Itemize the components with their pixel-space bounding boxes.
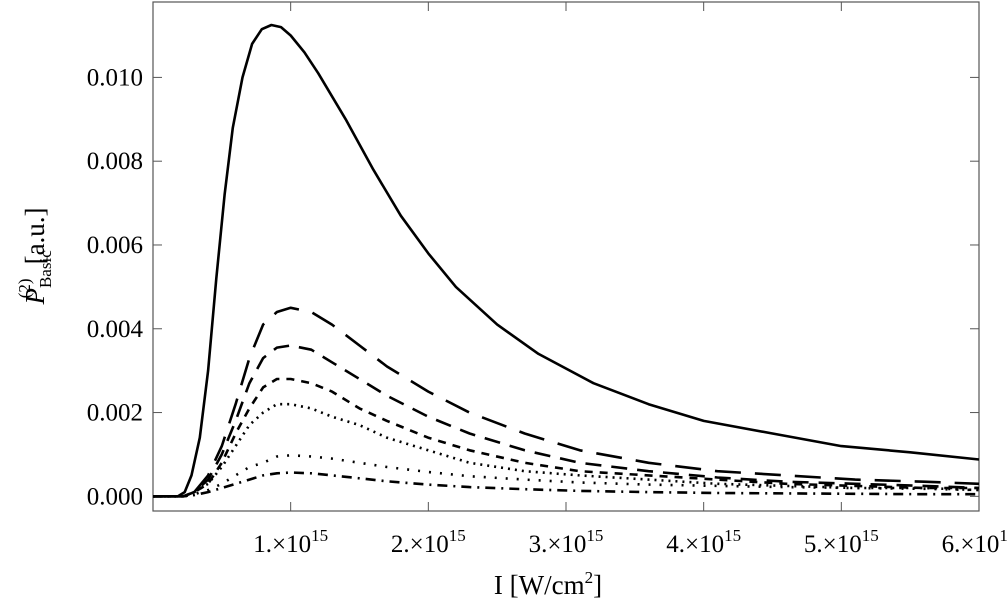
y-tick-label: 0.000 [87, 483, 143, 510]
x-tick-exponent: 15 [311, 526, 328, 545]
x-tick-label: 1.×1015 [253, 526, 328, 558]
x-axis-ticks: 1.×1015 2.×1015 3.×1015 4.×1015 5.×1015 6.×10… [253, 2, 1008, 558]
x-tick-label: 6.×1015 [942, 526, 1008, 558]
series-line-solid [153, 23, 980, 498]
x-axis-label: I [W/cm2] [494, 568, 602, 600]
y-tick-label: 0.006 [87, 232, 143, 259]
series-line-sparse-dot [153, 454, 980, 498]
y-tick-label: 0.008 [87, 148, 143, 175]
svg-text:PBasic(2)[a.u.]: PBasic(2) [a.u.] [15, 207, 55, 305]
x-tick-base: ×10 [823, 531, 862, 558]
y-axis-label: PBasic(2) [a.u.] [15, 207, 55, 305]
x-tick-label: 4.×1015 [666, 526, 741, 558]
y-tick-label: 0.004 [87, 316, 144, 343]
y-axis-label-sub: Basic [36, 250, 55, 288]
x-tick-base: ×10 [272, 531, 311, 558]
series-line-short-dash [153, 377, 979, 498]
series-line-long-dash [153, 306, 980, 498]
x-tick-base: ×10 [685, 531, 724, 558]
y-axis-label-symbol: P [20, 288, 50, 306]
series-line-dash-dot [153, 471, 979, 498]
x-tick-label: 3.×1015 [529, 526, 604, 558]
y-tick-label: 0.002 [87, 400, 143, 427]
x-axis-label-close: ] [593, 570, 602, 600]
x-tick-mantissa: 1. [253, 531, 272, 558]
x-axis-label-sup: 2 [585, 568, 594, 587]
x-axis-label-text: I [W/cm [494, 570, 585, 600]
x-tick-base: ×10 [547, 531, 586, 558]
x-tick-exponent: 15 [449, 526, 466, 545]
series-group [153, 23, 980, 498]
x-tick-label: 2.×1015 [391, 526, 466, 558]
x-tick-mantissa: 6. [942, 531, 961, 558]
plot-frame [152, 1, 980, 512]
y-axis-ticks: 0.000 0.002 0.004 0.006 0.008 0.010 [87, 64, 979, 510]
y-tick-label: 0.010 [87, 64, 143, 91]
x-tick-exponent: 15 [862, 526, 879, 545]
x-tick-exponent: 15 [586, 526, 603, 545]
x-tick-base: ×10 [410, 531, 449, 558]
x-tick-exponent: 15 [724, 526, 741, 545]
series-line-dotted [153, 402, 980, 498]
x-tick-mantissa: 4. [666, 531, 685, 558]
series-line-dash [153, 344, 980, 498]
y-axis-label-unit: [a.u.] [20, 207, 50, 264]
y-axis-label-sup: (2) [15, 278, 34, 298]
x-tick-mantissa: 2. [391, 531, 410, 558]
x-tick-base: ×10 [960, 531, 999, 558]
x-tick-mantissa: 5. [804, 531, 823, 558]
x-tick-exponent: 15 [999, 526, 1008, 545]
x-tick-label: 5.×1015 [804, 526, 879, 558]
x-tick-mantissa: 3. [529, 531, 548, 558]
